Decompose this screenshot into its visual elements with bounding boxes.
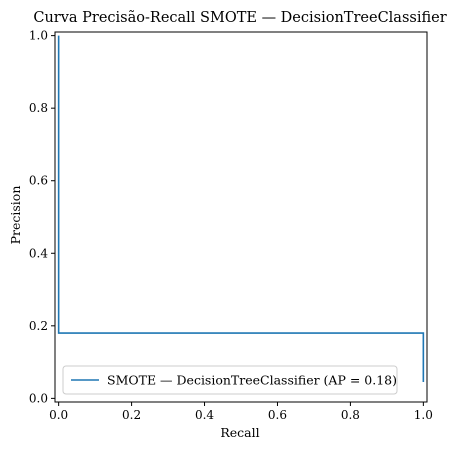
y-tick-label: 0.0 bbox=[29, 391, 48, 405]
y-tick-label: 0.6 bbox=[29, 174, 48, 188]
axes-frame bbox=[54, 31, 428, 403]
x-tick-label: 0.4 bbox=[195, 408, 214, 422]
pr-curve-line bbox=[57, 35, 425, 383]
y-tick-label: 0.8 bbox=[29, 101, 48, 115]
x-tick-label: 1.0 bbox=[414, 408, 433, 422]
legend-box bbox=[62, 365, 398, 395]
legend-entry: SMOTE — DecisionTreeClassifier (AP = 0.1… bbox=[107, 373, 397, 388]
x-tick-label: 0.8 bbox=[341, 408, 360, 422]
x-tick-label: 0.2 bbox=[122, 408, 141, 422]
x-tick-label: 0.6 bbox=[268, 408, 287, 422]
y-tick-label: 0.2 bbox=[29, 319, 48, 333]
chart-title: Curva Precisão-Recall SMOTE — DecisionTr… bbox=[33, 10, 446, 26]
x-axis-label: Recall bbox=[220, 425, 259, 440]
y-axis-label: Precision bbox=[8, 186, 23, 245]
x-tick-label: 0.0 bbox=[49, 408, 68, 422]
y-tick-label: 1.0 bbox=[29, 29, 48, 43]
y-tick-label: 0.4 bbox=[29, 246, 48, 260]
plot-area: 0.0 0.2 0.4 0.6 0.8 1.0 0.0 0.2 0.4 0.6 0.8 1.0 SMOT… bbox=[29, 29, 433, 422]
